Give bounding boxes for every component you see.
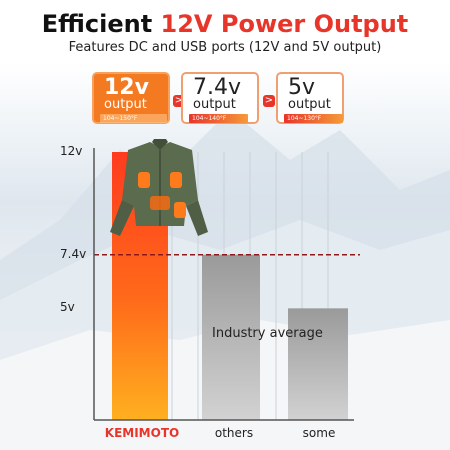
heated-jacket-image [110, 139, 208, 236]
card-voltage: 5v [288, 75, 316, 100]
card-temp-range: 104~150°F [100, 114, 167, 123]
bar-some [288, 308, 348, 420]
title-highlight: 12V Power Output [160, 10, 409, 38]
card-voltage: 12v [104, 75, 149, 100]
card-voltage: 7.4v [193, 75, 242, 100]
page-subtitle: Features DC and USB ports (12V and 5V ou… [68, 40, 382, 55]
card-output-label: output [104, 97, 147, 112]
card-7-4v-output: 7.4v output 104~140°F [181, 72, 259, 124]
card-temp-range: 104~140°F [189, 114, 248, 123]
category-label-others: others [214, 426, 254, 440]
y-tick-label: 7.4v [60, 246, 87, 261]
category-label-some: some [302, 426, 336, 440]
title-prefix: Efficient [41, 10, 153, 38]
card-output-label: output [193, 97, 236, 112]
industry-average-label: Industry average [212, 326, 323, 341]
page-title: Efficient 12V Power Output [0, 10, 450, 38]
chevron-right-icon: > [263, 95, 275, 107]
y-tick-label: 5v [60, 300, 75, 315]
card-5v-output: 5v output 104~130°F [276, 72, 344, 124]
card-temp-range: 104~130°F [284, 114, 343, 123]
bar-others [202, 254, 260, 420]
card-output-label: output [288, 97, 331, 112]
card-12v-output: 12v output 104~150°F [92, 72, 170, 124]
y-tick-label: 12v [60, 144, 83, 158]
category-label-kemimoto: KEMIMOTO [104, 426, 180, 440]
